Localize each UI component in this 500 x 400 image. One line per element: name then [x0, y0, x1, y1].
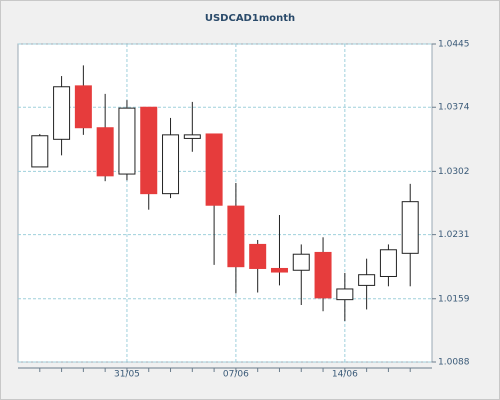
candle-body — [31, 135, 49, 168]
candle-body — [336, 288, 354, 301]
candle-body — [205, 133, 223, 206]
candle-body — [270, 267, 288, 273]
candle-body — [74, 85, 92, 129]
candle-body — [53, 86, 71, 140]
x-tick-label: 14/06 — [332, 370, 358, 380]
candle-body — [162, 134, 180, 195]
y-tick-label: 1.0374 — [438, 103, 470, 113]
candle-body — [227, 205, 245, 268]
x-tick-label: 07/06 — [223, 370, 249, 380]
x-tick-label: 31/05 — [114, 370, 140, 380]
y-tick-label: 1.0088 — [438, 358, 470, 368]
y-tick-label: 1.0231 — [438, 230, 470, 240]
chart-title: USDCAD1month — [205, 13, 295, 24]
candle-body — [292, 253, 310, 271]
candle-body — [358, 274, 376, 286]
y-tick-label: 1.0445 — [438, 40, 470, 50]
candle-body — [96, 127, 114, 177]
candle-body — [314, 251, 332, 299]
candle-body — [249, 243, 267, 269]
candle-body — [140, 106, 158, 195]
candle-body — [401, 201, 419, 254]
y-tick-label: 1.0159 — [438, 294, 470, 304]
candle-body — [379, 249, 397, 277]
candle-body — [183, 134, 201, 139]
candle-body — [118, 107, 136, 175]
y-tick-label: 1.0302 — [438, 167, 470, 177]
